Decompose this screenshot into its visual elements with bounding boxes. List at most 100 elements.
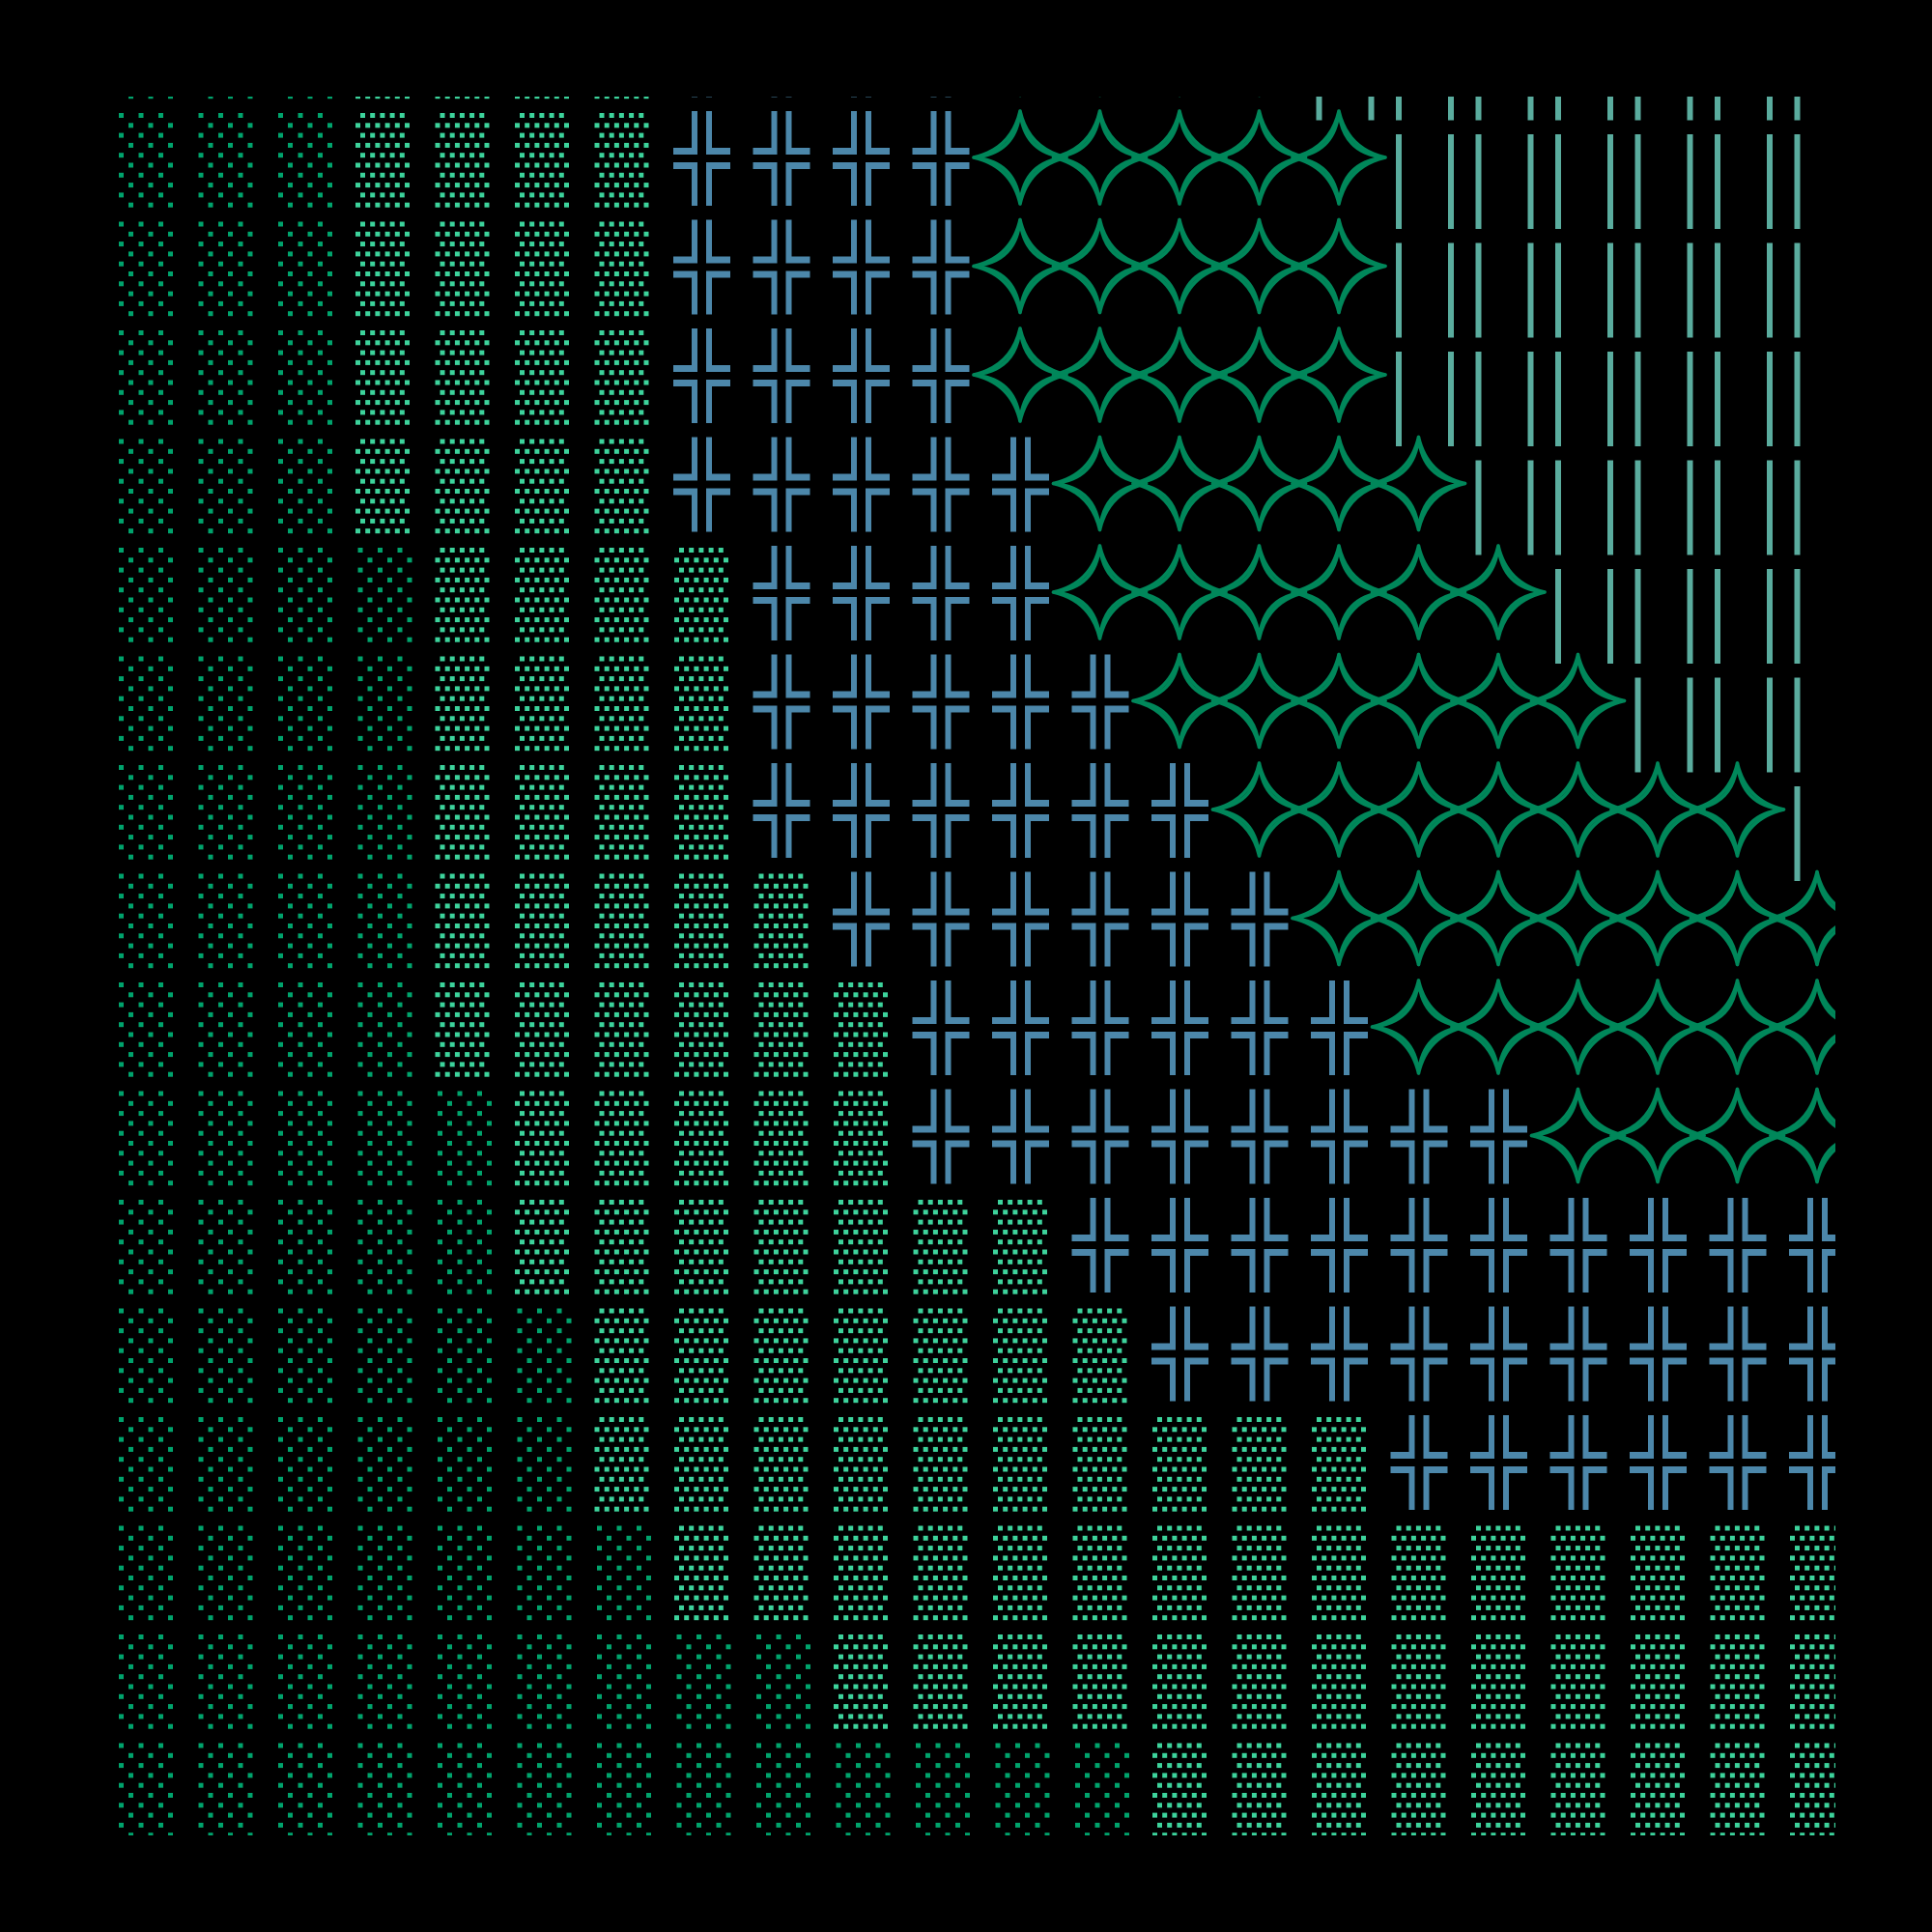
dot — [228, 231, 233, 237]
dot — [119, 824, 124, 830]
vertical-lines-tile — [1396, 97, 1454, 121]
dot — [544, 577, 550, 582]
dot — [449, 350, 455, 355]
line — [1555, 134, 1561, 229]
dot — [604, 1378, 610, 1383]
dot — [758, 1002, 764, 1008]
dot — [378, 982, 383, 987]
dot — [158, 933, 163, 939]
dot — [679, 1130, 684, 1136]
dot — [609, 716, 614, 722]
dot — [534, 686, 540, 692]
dot — [484, 725, 490, 731]
dot — [778, 913, 783, 919]
dot — [389, 350, 395, 355]
dot — [459, 242, 465, 247]
dot — [119, 113, 124, 118]
dot — [479, 459, 485, 465]
dot — [238, 1130, 243, 1136]
dot — [387, 835, 392, 840]
dot — [554, 97, 559, 99]
dot — [238, 153, 243, 158]
dot — [713, 637, 719, 642]
dot — [803, 923, 809, 928]
dot — [327, 1229, 332, 1235]
dot — [435, 854, 440, 860]
dot — [278, 765, 283, 770]
dot — [469, 389, 475, 395]
dot — [713, 1229, 719, 1235]
dot — [629, 370, 635, 376]
dot — [778, 1170, 783, 1176]
dot — [1003, 1229, 1009, 1235]
dot — [247, 637, 253, 642]
line — [1794, 352, 1801, 446]
dot — [674, 617, 679, 623]
dot — [435, 400, 440, 406]
dot — [484, 508, 490, 514]
double-cross-tile — [930, 97, 952, 98]
dot — [629, 439, 635, 444]
dot — [554, 725, 559, 731]
dense-dots-tile — [594, 873, 649, 969]
dot — [447, 1229, 452, 1235]
dot — [469, 952, 475, 958]
dot — [387, 706, 392, 711]
dot — [479, 300, 485, 306]
dot — [148, 597, 154, 603]
dot — [599, 1130, 605, 1136]
dot — [158, 242, 163, 247]
dot — [405, 291, 410, 297]
dot — [228, 380, 233, 385]
dot — [138, 1130, 144, 1136]
dot — [467, 1141, 472, 1146]
dot — [384, 231, 390, 237]
dot — [158, 1368, 163, 1374]
dot — [138, 1239, 144, 1245]
dot — [599, 1022, 605, 1028]
dot — [360, 192, 365, 198]
dot — [788, 1151, 794, 1156]
dot — [447, 1289, 452, 1294]
dot — [599, 113, 605, 118]
dot — [208, 725, 213, 731]
dot — [405, 340, 410, 346]
dot — [564, 903, 569, 909]
dot — [479, 1062, 485, 1067]
dot — [549, 300, 554, 306]
dot — [558, 933, 564, 939]
dense-dots-tile — [753, 1091, 809, 1186]
dot — [474, 637, 480, 642]
dot — [484, 992, 490, 998]
dot — [128, 814, 133, 820]
dot — [694, 883, 699, 889]
dot — [544, 557, 550, 563]
dot — [643, 231, 649, 237]
dot — [288, 637, 293, 642]
dot — [529, 330, 535, 335]
dot — [384, 380, 390, 385]
dot — [634, 963, 639, 969]
dot — [435, 903, 440, 909]
dot — [384, 508, 390, 514]
dot — [993, 1209, 998, 1215]
dot — [838, 1200, 843, 1205]
dot — [558, 350, 564, 355]
dot — [558, 1062, 564, 1067]
dot — [387, 992, 392, 998]
dot — [609, 439, 614, 444]
dot — [599, 824, 605, 830]
dot — [327, 1318, 332, 1323]
dot — [1027, 1259, 1033, 1264]
dot — [119, 221, 124, 227]
dot — [465, 746, 470, 752]
dot — [367, 923, 373, 928]
dot — [327, 142, 332, 148]
dot — [883, 1289, 888, 1294]
dot — [848, 1022, 854, 1028]
dot — [405, 231, 410, 237]
vertical-lines-tile — [1475, 97, 1534, 121]
dot — [465, 1032, 470, 1037]
dot — [307, 597, 313, 603]
dot — [773, 1011, 779, 1017]
